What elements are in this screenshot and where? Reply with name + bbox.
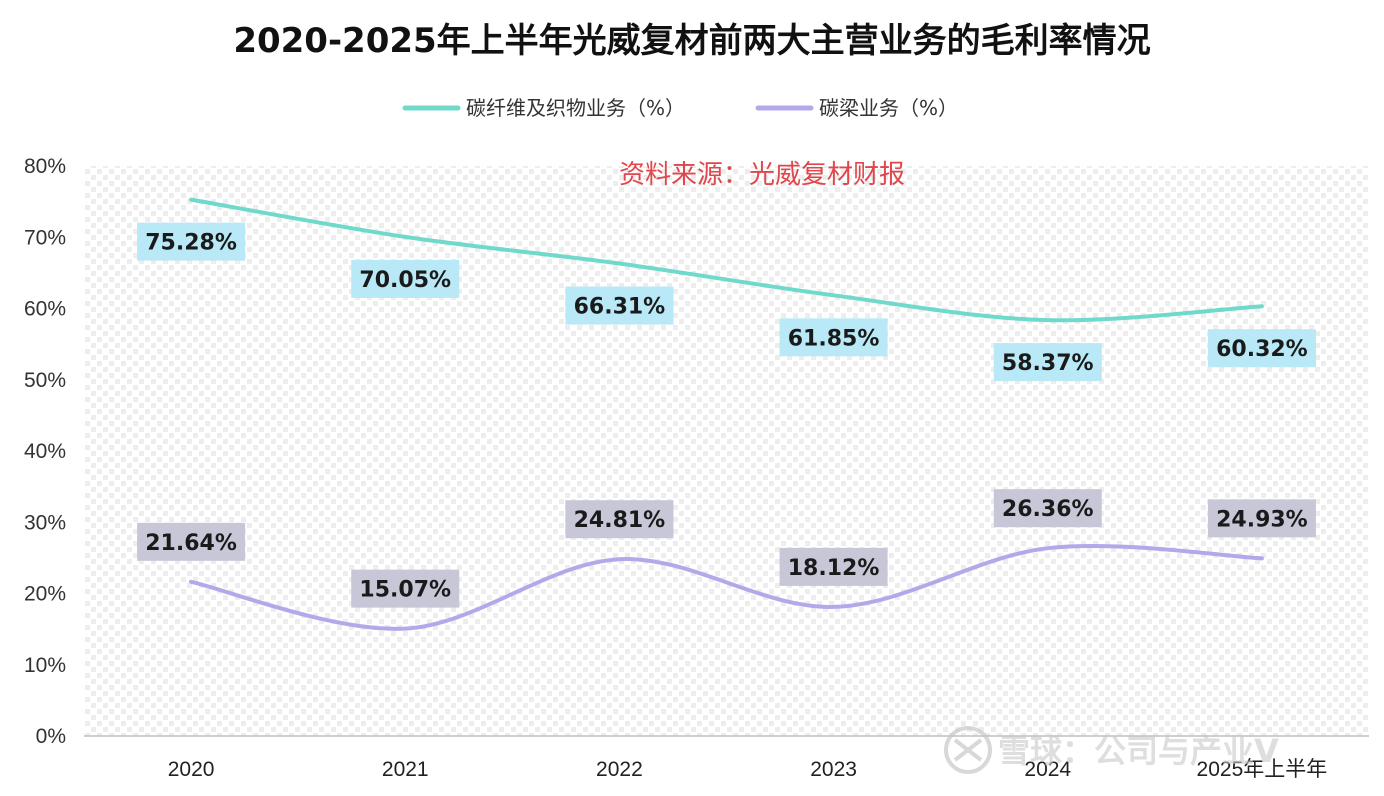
y-tick-label: 10% — [24, 654, 66, 677]
x-tick-label: 2022 — [596, 758, 643, 781]
data-label: 58.37% — [1002, 351, 1094, 376]
y-tick-label: 30% — [24, 511, 66, 534]
data-label-box — [1207, 329, 1316, 368]
data-label-box — [351, 569, 460, 608]
data-label-box — [993, 489, 1102, 528]
data-label-box — [351, 259, 460, 298]
data-label: 21.64% — [145, 531, 237, 556]
chart-title: 2020-2025年上半年光威复材前两大主营业务的毛利率情况 — [233, 21, 1150, 61]
x-tick-label: 2024 — [1024, 758, 1071, 781]
x-tick-label: 2023 — [810, 758, 857, 781]
legend-label-carbon-fiber: 碳纤维及织物业务（%） — [466, 96, 685, 120]
data-label: 18.12% — [788, 556, 880, 581]
data-label-box — [993, 343, 1102, 382]
data-label-box — [779, 318, 888, 357]
x-tick-label: 2020 — [168, 758, 215, 781]
data-label: 24.81% — [574, 508, 666, 533]
data-label-box — [779, 547, 888, 586]
series-line-carbon-fiber — [189, 197, 1264, 323]
y-tick-label: 70% — [24, 226, 66, 249]
y-tick-label: 0% — [36, 725, 66, 748]
y-tick-label: 60% — [24, 298, 66, 321]
data-label-box — [565, 286, 674, 325]
data-label: 60.32% — [1216, 337, 1308, 362]
legend: 碳纤维及织物业务（%） 碳梁业务（%） — [402, 96, 958, 120]
source-note: 资料来源：光威复材财报 — [619, 160, 905, 190]
legend-label-carbon-beam: 碳梁业务（%） — [819, 96, 958, 120]
data-label: 75.28% — [145, 231, 237, 256]
data-label: 26.36% — [1002, 497, 1094, 522]
data-label-box — [137, 522, 246, 561]
data-label: 15.07% — [359, 578, 451, 603]
snowball-logo-icon — [944, 726, 992, 774]
data-label: 61.85% — [788, 326, 880, 351]
x-axis: 2020 2021 2022 2023 2024 2025年上半年 — [168, 758, 1328, 781]
data-label: 24.93% — [1216, 507, 1308, 532]
plot-area-background — [84, 166, 1369, 736]
watermark-text: 雪球：公司与产业V — [998, 732, 1279, 770]
data-label: 70.05% — [359, 268, 451, 293]
data-label: 66.31% — [574, 295, 666, 320]
series-lines — [189, 197, 1264, 631]
series-line-carbon-beam — [189, 543, 1264, 631]
data-label-box — [137, 222, 246, 261]
x-tick-label: 2021 — [382, 758, 429, 781]
watermark: 雪球：公司与产业V — [944, 726, 1279, 774]
data-label-box — [1207, 499, 1316, 538]
y-tick-label: 40% — [24, 440, 66, 463]
y-axis: 0% 10% 20% 30% 40% 50% 60% 70% 80% — [24, 155, 66, 748]
y-tick-label: 20% — [24, 583, 66, 606]
y-tick-label: 50% — [24, 369, 66, 392]
y-tick-label: 80% — [24, 155, 66, 178]
x-tick-label: 2025年上半年 — [1197, 758, 1328, 781]
data-labels: 75.28% 70.05% 66.31% 61.85% 58.37% 60.32% 21.6… — [137, 222, 1316, 608]
data-label-box — [565, 500, 674, 539]
